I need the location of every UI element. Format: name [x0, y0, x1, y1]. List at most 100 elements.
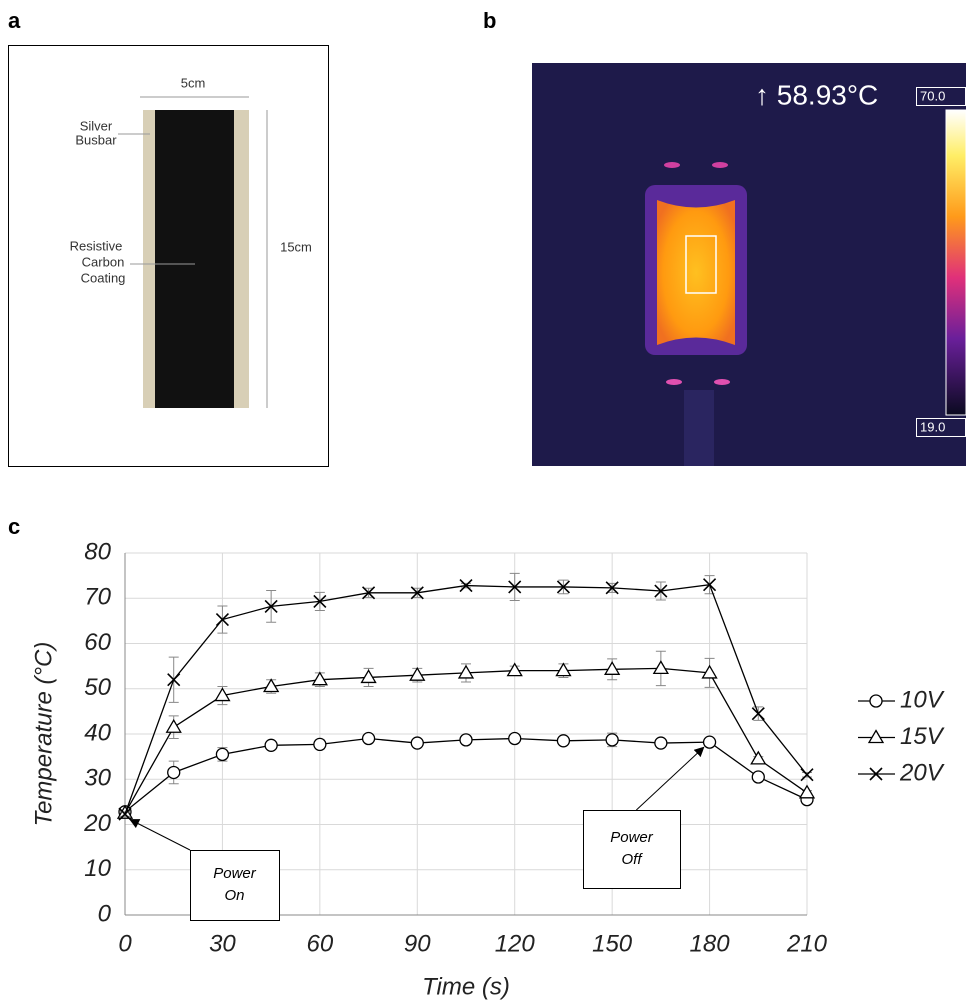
- x-tick-label: 210: [786, 930, 828, 957]
- x-tick-label: 30: [209, 930, 236, 957]
- marker: [751, 770, 765, 784]
- annotation-text: Off: [621, 851, 643, 868]
- marker: [654, 736, 668, 750]
- marker: [800, 768, 814, 782]
- panel-label: a: [8, 8, 21, 33]
- marker: [652, 660, 669, 675]
- marker: [702, 735, 717, 749]
- dimension-label: 15cm: [280, 239, 312, 254]
- annotation-text: Power: [610, 829, 654, 846]
- x-tick-label: 180: [690, 930, 731, 957]
- marker: [605, 581, 619, 595]
- marker: [409, 666, 426, 681]
- marker: [167, 673, 181, 687]
- panel-label: c: [8, 514, 20, 539]
- series-line: [124, 737, 808, 813]
- holder: [684, 390, 714, 466]
- carbon-coating: [155, 110, 234, 408]
- scale-max: 70.0: [920, 88, 945, 103]
- marker: [360, 669, 377, 684]
- panel-label: b: [483, 8, 496, 33]
- marker: [703, 578, 717, 592]
- marker: [750, 750, 767, 765]
- marker: [751, 707, 765, 721]
- coating-label: Resistive: [70, 238, 123, 253]
- annotation-text: Power: [213, 865, 257, 882]
- y-tick-label: 10: [84, 855, 111, 882]
- legend-label: 10V: [900, 686, 945, 713]
- marker: [457, 664, 475, 679]
- marker: [556, 734, 571, 748]
- marker: [214, 687, 231, 702]
- marker: [362, 586, 376, 600]
- annotation-box: [583, 810, 681, 889]
- y-tick-label: 70: [84, 584, 111, 611]
- x-tick-label: 120: [495, 930, 536, 957]
- coating-label: Carbon: [82, 254, 125, 269]
- annotation-arrow: [636, 746, 705, 811]
- annotation-box: [190, 850, 280, 921]
- y-axis-label: Temperature (°C): [30, 642, 57, 827]
- y-tick-label: 40: [84, 719, 111, 746]
- color-scale: [945, 109, 966, 416]
- marker: [508, 731, 522, 746]
- x-tick-label: 60: [307, 930, 334, 957]
- x-tick-label: 90: [404, 930, 431, 957]
- annotation-arrow: [129, 819, 191, 851]
- marker: [313, 594, 327, 608]
- y-tick-label: 60: [84, 629, 111, 656]
- hotspot: [714, 379, 730, 385]
- marker: [313, 737, 327, 752]
- marker: [701, 664, 718, 679]
- y-tick-label: 50: [84, 674, 111, 701]
- marker: [459, 579, 473, 593]
- coating-label: Coating: [81, 270, 126, 285]
- busbar-label: Busbar: [75, 132, 117, 147]
- legend-marker: [867, 729, 885, 744]
- x-axis-label: Time (s): [422, 973, 510, 1000]
- marker: [167, 765, 181, 780]
- marker: [556, 580, 570, 594]
- marker: [555, 662, 572, 677]
- marker: [165, 718, 182, 733]
- marker: [604, 661, 621, 675]
- legend-label: 20V: [899, 759, 945, 786]
- marker: [410, 736, 424, 750]
- thermal-image: [532, 63, 966, 466]
- max-temp: ↑ 58.93°C: [755, 79, 878, 110]
- x-tick-label: 150: [592, 930, 633, 957]
- marker: [410, 586, 424, 600]
- marker: [506, 662, 523, 677]
- marker: [654, 584, 668, 598]
- hotspot: [712, 162, 728, 168]
- marker: [605, 733, 619, 747]
- legend-marker: [869, 767, 883, 781]
- measure-box: [685, 235, 717, 294]
- marker: [361, 731, 376, 746]
- marker: [264, 738, 278, 752]
- y-tick-label: 20: [83, 810, 111, 837]
- marker: [459, 733, 473, 747]
- dimension-label: 5cm: [181, 75, 206, 90]
- hotspot: [664, 162, 680, 168]
- marker: [798, 784, 816, 799]
- y-tick-label: 0: [98, 900, 112, 927]
- legend-label: 15V: [900, 723, 945, 750]
- marker: [118, 807, 132, 821]
- marker: [263, 678, 280, 693]
- y-tick-label: 80: [84, 538, 111, 565]
- y-tick-label: 30: [84, 765, 111, 792]
- hotspot: [666, 379, 682, 385]
- x-tick-label: 0: [118, 930, 132, 957]
- marker: [311, 671, 328, 686]
- marker: [508, 580, 522, 594]
- annotation-text: On: [224, 887, 244, 904]
- legend-marker: [869, 694, 883, 708]
- marker: [215, 747, 230, 762]
- marker: [215, 612, 229, 627]
- scale-min: 19.0: [920, 419, 945, 434]
- heater: [657, 200, 735, 345]
- busbar-label: Silver: [80, 118, 113, 133]
- marker: [264, 599, 278, 613]
